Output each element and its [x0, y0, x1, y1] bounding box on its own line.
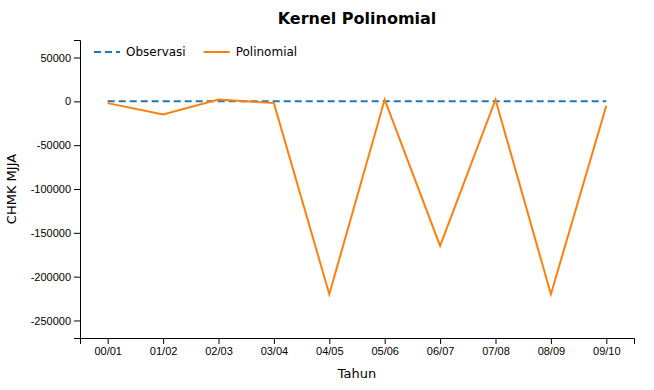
y-tick: -250000	[31, 314, 80, 326]
y-tick-mark	[74, 189, 80, 190]
x-axis: 00/01 01/02 02/03 03/04 04/05 05/06 06/07 07/08…	[81, 338, 635, 357]
x-tick-mark	[496, 338, 497, 344]
x-tick-mark	[163, 338, 164, 344]
x-tick: 00/01	[94, 338, 122, 357]
legend-item: Polinomial	[204, 45, 297, 59]
x-tick-label: 05/06	[371, 345, 399, 357]
x-axis-title: Tahun	[337, 366, 376, 381]
x-tick-mark	[219, 338, 220, 344]
x-tick: 06/07	[427, 338, 455, 357]
x-tick-mark	[606, 338, 607, 344]
y-tick-mark	[74, 320, 80, 321]
x-tick: 03/04	[261, 338, 289, 357]
x-tick-label: 06/07	[427, 345, 455, 357]
x-tick: 01/02	[150, 338, 178, 357]
y-tick-label: -50000	[37, 139, 71, 151]
series-line	[108, 100, 607, 102]
x-axis-line	[81, 339, 635, 345]
y-tick-mark	[74, 277, 80, 278]
y-tick-mark	[74, 233, 80, 234]
y-tick-label: -200000	[31, 271, 71, 283]
legend-label: Polinomial	[236, 45, 297, 59]
legend: Observasi Polinomial	[94, 45, 297, 59]
y-tick-mark	[74, 58, 80, 59]
x-tick-mark	[108, 338, 109, 344]
y-tick: -50000	[37, 139, 80, 151]
x-tick-mark	[329, 338, 330, 344]
y-axis-line	[74, 41, 81, 339]
y-tick-label: -150000	[31, 227, 71, 239]
legend-item: Observasi	[94, 45, 186, 59]
x-tick-label: 09/10	[593, 345, 621, 357]
y-tick-mark	[74, 145, 80, 146]
x-tick: 02/03	[205, 338, 233, 357]
y-tick-label: -250000	[31, 314, 71, 326]
x-tick-mark	[551, 338, 552, 344]
y-axis: 50000 0 -50000 -100000 -150000 -200000 -250000	[31, 41, 81, 339]
plot: 00/01 01/02 02/03 03/04 04/05 05/06 06/07 07/08…	[31, 41, 635, 357]
y-tick-label: 50000	[40, 52, 71, 64]
series-line	[108, 100, 607, 295]
x-tick: 09/10	[593, 338, 621, 357]
x-tick-label: 02/03	[205, 345, 233, 357]
title: Kernel Polinomial	[278, 9, 437, 28]
y-tick-label: 0	[65, 95, 71, 107]
y-tick: -200000	[31, 271, 80, 283]
lines	[108, 100, 607, 295]
x-tick-label: 07/08	[482, 345, 510, 357]
x-tick-label: 00/01	[94, 345, 122, 357]
x-tick-mark	[274, 338, 275, 344]
x-tick-label: 04/05	[316, 345, 344, 357]
y-tick: 0	[65, 95, 80, 107]
x-tick: 08/09	[538, 338, 566, 357]
y-tick-mark	[74, 101, 80, 102]
x-tick-mark	[440, 338, 441, 344]
y-tick-label: -100000	[31, 183, 71, 195]
legend-swatch	[204, 51, 230, 53]
chart: 00/01 01/02 02/03 03/04 04/05 05/06 06/07 07/08…	[0, 0, 654, 390]
y-tick: -100000	[31, 183, 80, 195]
x-tick-label: 01/02	[150, 345, 178, 357]
x-tick-label: 03/04	[261, 345, 289, 357]
legend-label: Observasi	[126, 45, 186, 59]
x-tick: 04/05	[316, 338, 344, 357]
y-tick: 50000	[40, 52, 80, 64]
y-tick: -150000	[31, 227, 80, 239]
x-tick: 07/08	[482, 338, 510, 357]
legend-swatch	[94, 51, 120, 53]
x-tick-label: 08/09	[538, 345, 566, 357]
y-axis-title: CHMK MJJA	[4, 154, 19, 224]
x-tick-mark	[385, 338, 386, 344]
x-tick: 05/06	[371, 338, 399, 357]
